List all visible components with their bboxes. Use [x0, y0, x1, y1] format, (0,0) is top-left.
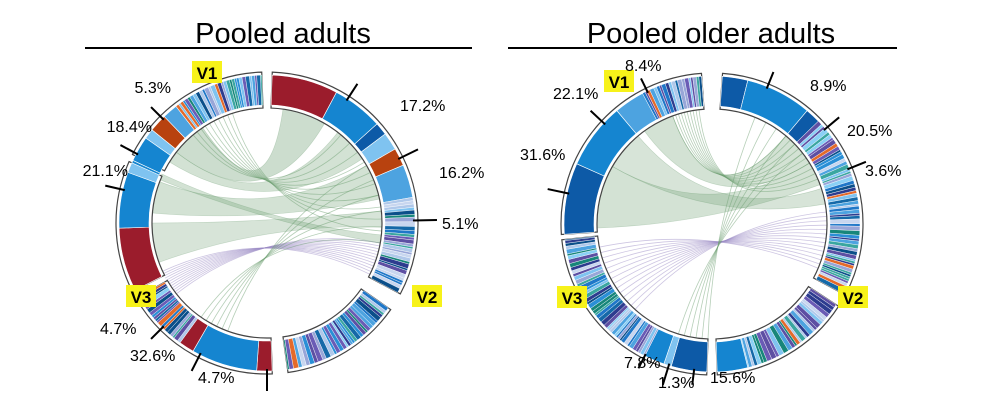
data-label: 8.4%: [625, 58, 661, 75]
label-tick: [589, 110, 606, 126]
clone-block: [145, 129, 176, 156]
chord-thread: [695, 109, 817, 190]
segment-arc: [270, 71, 419, 295]
chord-thread: [200, 239, 382, 319]
clone-stripe: [829, 218, 861, 225]
label-tick: [765, 71, 775, 90]
data-label: 4.7%: [100, 321, 136, 338]
clone-block: [127, 162, 160, 184]
clone-stripe: [283, 339, 290, 370]
label-tick: [640, 77, 649, 94]
chord-thread: [215, 194, 380, 328]
chart-title: Pooled adults: [195, 18, 371, 50]
chord-thread: [686, 110, 808, 183]
data-label: 5.1%: [442, 216, 478, 233]
label-tick: [661, 363, 671, 385]
percent-ticks: [547, 71, 867, 385]
segment-label-v2: V2: [843, 289, 864, 308]
data-label: 18.4%: [107, 119, 152, 136]
panel-pooled-older-adults: Pooled older adults V1 V3 V2 8.4% 22.1% …: [508, 18, 901, 392]
label-tick: [547, 188, 570, 195]
chord-thread: [226, 164, 368, 333]
data-label: 20.5%: [847, 123, 892, 140]
segment-label-bg: [604, 70, 634, 92]
chord-thread: [226, 113, 383, 220]
label-tick: [119, 144, 139, 156]
chord-ring: [115, 71, 419, 375]
chord-thread: [161, 247, 371, 276]
chord-thread: [196, 130, 351, 181]
chord-thread: [210, 210, 383, 325]
segment-label-v1: V1: [197, 64, 218, 83]
segment-label-v1: V1: [609, 73, 630, 92]
clone-block: [256, 340, 273, 372]
label-tick: [691, 368, 696, 385]
chord-thread: [208, 122, 372, 190]
panel-pooled-adults: Pooled adults V1 V3 V2 5.3% 18.4% 21.1% …: [83, 18, 484, 391]
clone-block: [151, 116, 186, 150]
clone-stripe: [564, 236, 595, 241]
chord-thread: [221, 179, 375, 330]
chord-thread: [707, 116, 756, 340]
segment-label-bg: [412, 285, 442, 307]
chord-thread: [683, 143, 796, 337]
percent-ticks: [105, 83, 437, 391]
chord-thread: [222, 115, 382, 210]
chord-thread: [692, 109, 814, 187]
data-label: 8.9%: [810, 78, 846, 95]
segment-label-bg: [557, 286, 587, 308]
label-tick: [190, 352, 202, 372]
clone-stripe: [260, 74, 264, 106]
data-label: 5.3%: [135, 80, 171, 97]
chord-thread: [200, 127, 359, 183]
chord-ring: [560, 72, 864, 376]
label-tick: [345, 83, 359, 102]
chord-thread: [701, 121, 767, 340]
chord-thread: [204, 124, 366, 186]
chord-thread: [598, 238, 820, 269]
data-label: 22.1%: [553, 86, 598, 103]
chord-thread: [683, 111, 804, 181]
segment-label-v3: V3: [131, 288, 152, 307]
segment-label-bg: [126, 285, 156, 307]
chord-thread: [217, 117, 380, 202]
data-label: 17.2%: [400, 98, 445, 115]
clone-block: [715, 338, 749, 373]
clone-block: [163, 105, 195, 139]
chart-title: Pooled older adults: [587, 18, 835, 50]
chord-thread: [677, 152, 804, 336]
data-label: 16.2%: [439, 165, 484, 182]
data-label: 3.6%: [865, 163, 901, 180]
label-tick: [823, 116, 840, 131]
data-label: 21.1%: [83, 163, 128, 180]
segment-label-bg: [192, 61, 222, 83]
chord-ribbons: [595, 108, 828, 340]
label-tick: [150, 325, 165, 340]
clone-stripe: [370, 274, 400, 293]
data-label: 4.7%: [198, 370, 234, 387]
segment-label-v2: V2: [417, 288, 438, 307]
chord-thread: [695, 127, 778, 339]
chord-thread: [698, 108, 819, 192]
segment-label-bg: [838, 286, 868, 308]
chord-thread: [689, 134, 787, 338]
data-label: 32.6%: [130, 348, 175, 365]
data-label: 15.6%: [710, 370, 755, 387]
data-label: 7.8%: [624, 355, 660, 372]
segment-label-v3: V3: [562, 289, 583, 308]
data-label: 31.6%: [520, 147, 565, 164]
label-tick: [150, 106, 165, 121]
label-tick: [637, 353, 647, 369]
data-label: 1.3%: [658, 375, 694, 392]
label-tick: [846, 160, 867, 171]
clone-stripe: [701, 76, 704, 107]
label-tick: [397, 148, 419, 160]
chord-thread: [689, 110, 811, 185]
label-tick: [105, 184, 125, 192]
chord-thread: [205, 226, 383, 322]
chord-ribbons: [150, 107, 384, 333]
